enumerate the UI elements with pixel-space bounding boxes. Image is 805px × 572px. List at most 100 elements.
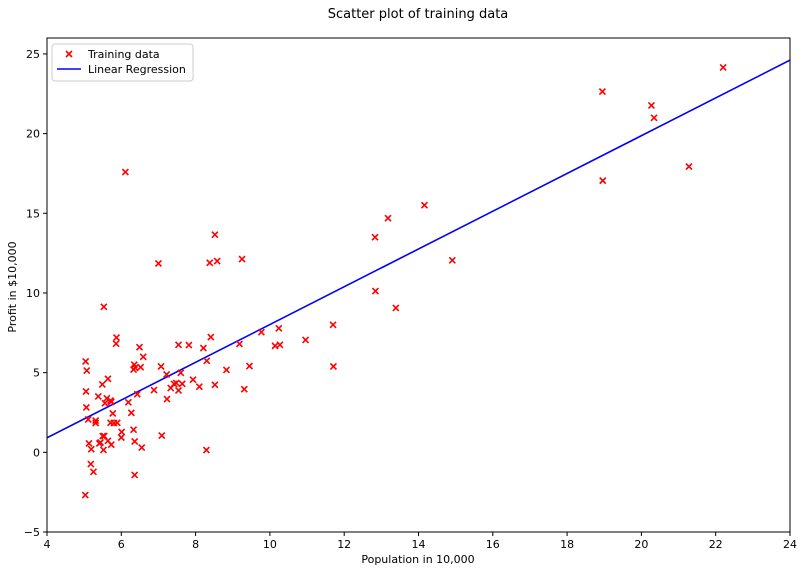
data-point	[133, 390, 141, 398]
y-tick-label: 0	[33, 446, 40, 459]
data-point	[106, 419, 115, 427]
x-axis-label: Population in 10,000	[361, 553, 474, 566]
data-point	[83, 367, 91, 375]
x-tick-label: 18	[560, 538, 574, 551]
data-point	[100, 303, 108, 311]
data-point	[82, 387, 90, 396]
data-point	[104, 375, 112, 383]
data-point	[647, 101, 655, 109]
data-point	[685, 163, 693, 171]
data-point	[240, 385, 248, 393]
data-point	[189, 376, 197, 384]
data-point	[420, 201, 429, 209]
x-tick-label: 24	[783, 538, 797, 551]
data-point	[121, 168, 129, 176]
data-point	[238, 255, 246, 263]
x-tick-label: 4	[44, 538, 51, 551]
data-point	[99, 432, 107, 440]
data-point	[392, 304, 400, 312]
x-tick-label: 14	[412, 538, 426, 551]
y-tick-label: 15	[26, 207, 40, 220]
data-point	[598, 87, 606, 96]
data-point	[138, 443, 146, 452]
data-point	[276, 341, 284, 349]
data-point	[163, 370, 171, 378]
data-point	[213, 257, 221, 265]
data-point	[222, 366, 231, 374]
data-point	[129, 426, 138, 434]
data-point	[89, 468, 98, 476]
data-point	[112, 340, 120, 348]
data-point	[101, 399, 109, 407]
data-point	[167, 384, 175, 392]
data-point	[174, 386, 183, 395]
data-point	[92, 419, 100, 427]
data-point	[235, 340, 244, 348]
data-point	[163, 395, 171, 403]
legend-box	[51, 43, 194, 82]
data-point	[185, 341, 193, 349]
x-tick-label: 16	[486, 538, 500, 551]
data-point	[139, 353, 147, 361]
data-point	[178, 380, 186, 388]
data-point	[92, 417, 100, 425]
data-point	[207, 333, 215, 341]
data-point	[329, 321, 337, 329]
data-point	[211, 381, 219, 389]
data-point	[202, 446, 210, 454]
data-point	[206, 259, 214, 267]
data-point	[117, 433, 125, 442]
legend-label-training-data: Training data	[87, 48, 160, 61]
data-point	[211, 231, 219, 239]
plot-content	[47, 59, 790, 499]
data-point	[329, 362, 337, 370]
regression-line	[47, 59, 790, 439]
x-tick-label: 8	[192, 538, 199, 551]
data-point	[448, 256, 456, 264]
data-point	[154, 259, 163, 268]
data-point	[650, 114, 658, 122]
data-point	[275, 324, 283, 332]
data-point	[82, 403, 90, 411]
data-point	[124, 398, 132, 406]
data-point	[174, 341, 183, 349]
data-point	[112, 334, 121, 342]
data-point	[199, 344, 207, 352]
data-point	[203, 357, 211, 365]
data-point	[103, 394, 111, 402]
data-point	[131, 437, 139, 446]
y-tick-label: 10	[26, 287, 40, 300]
y-tick-label: 5	[33, 367, 40, 380]
data-point	[599, 177, 607, 185]
data-point	[137, 363, 145, 371]
data-point	[107, 441, 115, 449]
data-point	[96, 438, 105, 447]
data-point	[85, 439, 93, 447]
x-tick-label: 20	[634, 538, 648, 551]
x-tick-label: 12	[337, 538, 351, 551]
data-point	[135, 343, 144, 351]
legend-label-linear-regression: Linear Regression	[88, 63, 186, 76]
data-point	[131, 471, 139, 479]
data-point	[87, 445, 95, 453]
data-point	[87, 460, 95, 468]
data-point	[257, 328, 265, 336]
data-point	[82, 357, 90, 366]
data-point	[195, 383, 203, 391]
data-point	[81, 491, 89, 499]
data-point	[177, 369, 185, 377]
data-point	[301, 336, 310, 344]
data-point	[371, 233, 379, 241]
data-point	[130, 361, 138, 369]
plot-area	[47, 59, 790, 499]
data-point	[719, 63, 727, 72]
axes: 4 6 8 10 12 14 16 18 20 22 24 −5 0 5 10 15 20 25	[24, 37, 797, 551]
legend-marker-training-data	[65, 50, 73, 58]
data-point	[98, 380, 106, 389]
y-tick-label: −5	[24, 526, 40, 539]
data-point	[109, 409, 117, 418]
data-point	[384, 214, 392, 222]
y-axis-label: Profit in $10,000	[6, 241, 19, 332]
